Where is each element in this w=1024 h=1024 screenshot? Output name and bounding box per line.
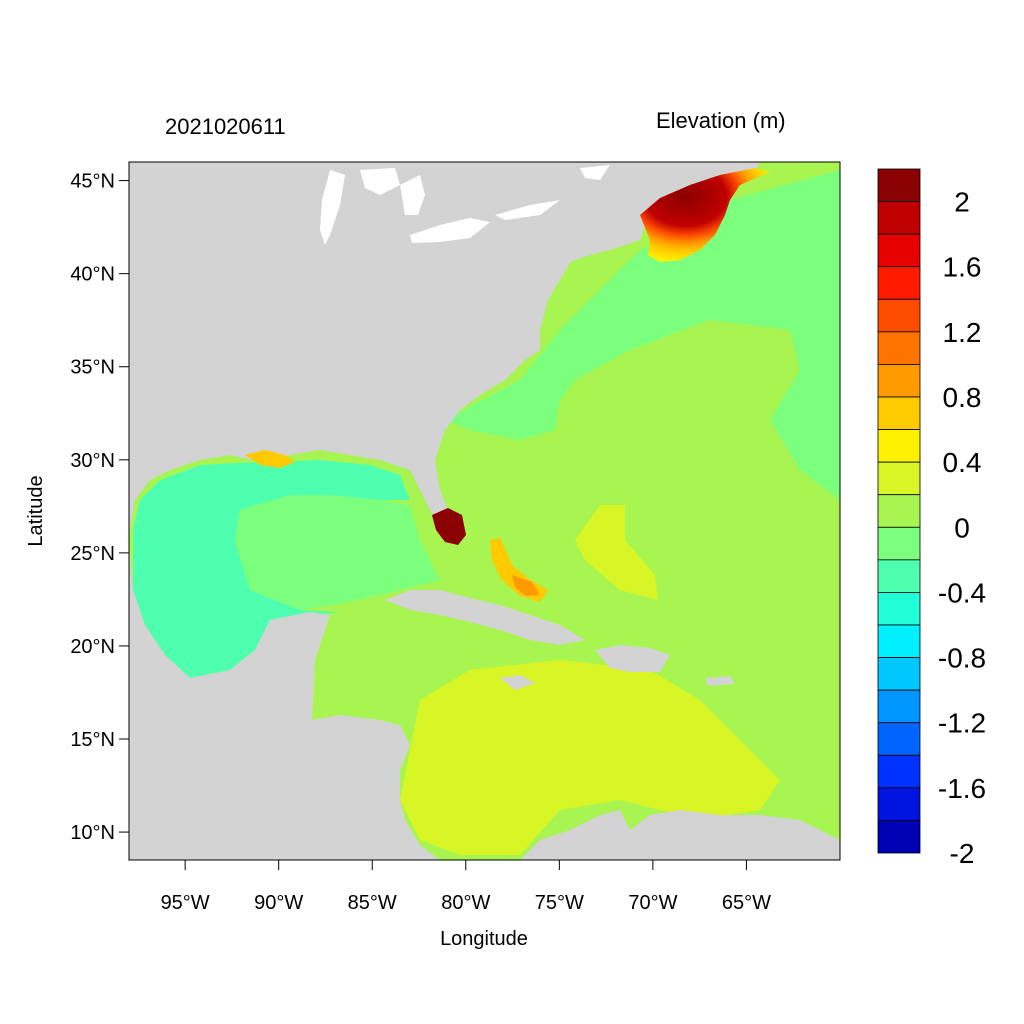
lon-tick-label: 65°W <box>722 892 771 914</box>
surge-louisiana <box>245 450 295 468</box>
lon-tick-label: 70°W <box>628 892 677 914</box>
lon-tick-label: 90°W <box>254 892 303 914</box>
colorbar-swatch <box>877 689 921 724</box>
surge-new-england <box>640 168 770 262</box>
mexico-central-america-land <box>129 540 440 860</box>
colorbar-swatch <box>877 233 921 268</box>
variable-label: Elevation (m) <box>656 108 786 133</box>
colorbar-swatch <box>877 396 921 430</box>
colorbar-swatch <box>877 820 921 854</box>
colorbar-swatch <box>877 624 921 658</box>
map-plot-area <box>129 162 840 860</box>
colorbar-swatch <box>877 266 921 300</box>
colorbar-swatch <box>877 298 921 333</box>
x-axis-label: Longitude <box>440 928 528 950</box>
colorbar-label: 1.2 <box>943 317 982 348</box>
lat-tick-label: 15°N <box>70 729 115 751</box>
colorbar-swatch <box>877 754 921 789</box>
colorbar-label: -1.6 <box>938 773 986 804</box>
colorbar-label: -0.4 <box>938 577 986 608</box>
latitude-ticks: 45°N 40°N 35°N 30°N 25°N 20°N 15°N 10°N <box>70 171 129 844</box>
surge-south-florida <box>432 508 466 545</box>
colorbar-swatch <box>877 364 921 398</box>
north-america-land <box>129 162 760 540</box>
caribbean-sea <box>400 660 780 855</box>
colorbar-swatch <box>877 526 921 561</box>
lon-tick-label: 80°W <box>441 892 490 914</box>
colorbar-label: -1.2 <box>938 708 986 739</box>
gulf-inner <box>235 495 440 610</box>
date-label: 2021020611 <box>165 114 286 139</box>
colorbar-label: 0 <box>954 512 970 543</box>
map-frame <box>128 161 841 861</box>
colorbar-swatch <box>877 592 921 626</box>
colorbar-swatch <box>877 331 921 365</box>
lat-tick-label: 35°N <box>70 357 115 379</box>
colorbar-labels: 2 1.6 1.2 0.8 0.4 0 -0.4 -0.8 -1.2 -1.6 -2 <box>938 187 986 869</box>
lat-tick-label: 40°N <box>70 264 115 286</box>
great-lakes <box>320 165 610 245</box>
colorbar-label: 0.4 <box>943 447 982 478</box>
gulf-of-mexico <box>133 460 410 678</box>
colorbar-swatch <box>877 494 921 528</box>
colorbar-label: 2 <box>954 187 970 218</box>
colorbar-swatch <box>877 461 921 496</box>
northwest-atlantic <box>445 170 840 500</box>
south-america-land <box>520 810 840 860</box>
jamaica-land <box>500 675 535 690</box>
colorbar-swatch <box>877 559 921 593</box>
bahamas-bank <box>575 505 658 600</box>
surge-bahamas-core <box>512 575 540 596</box>
lat-tick-label: 20°N <box>70 636 115 658</box>
y-axis-label: Latitude <box>25 475 47 546</box>
colorbar-swatch <box>877 722 921 756</box>
colorbar <box>877 168 921 854</box>
colorbar-label: 1.6 <box>943 252 982 283</box>
colorbar-swatch <box>877 168 921 202</box>
lon-tick-label: 75°W <box>535 892 584 914</box>
longitude-ticks: 95°W 90°W 85°W 80°W 75°W 70°W 65°W <box>161 860 771 914</box>
colorbar-swatch <box>877 201 921 235</box>
puerto-rico-land <box>705 676 735 686</box>
lon-tick-label: 95°W <box>161 892 210 914</box>
colorbar-label: -0.8 <box>938 643 986 674</box>
lat-tick-label: 10°N <box>70 822 115 844</box>
lat-tick-label: 30°N <box>70 450 115 472</box>
lat-tick-label: 25°N <box>70 543 115 565</box>
lon-tick-label: 85°W <box>348 892 397 914</box>
colorbar-swatch <box>877 787 921 821</box>
hispaniola-land <box>595 645 670 672</box>
colorbar-label: -2 <box>950 838 975 869</box>
lat-tick-label: 45°N <box>70 171 115 193</box>
colorbar-label: 0.8 <box>943 382 982 413</box>
colorbar-swatch <box>877 657 921 691</box>
cuba-land <box>385 590 585 645</box>
colorbar-swatch <box>877 429 921 463</box>
